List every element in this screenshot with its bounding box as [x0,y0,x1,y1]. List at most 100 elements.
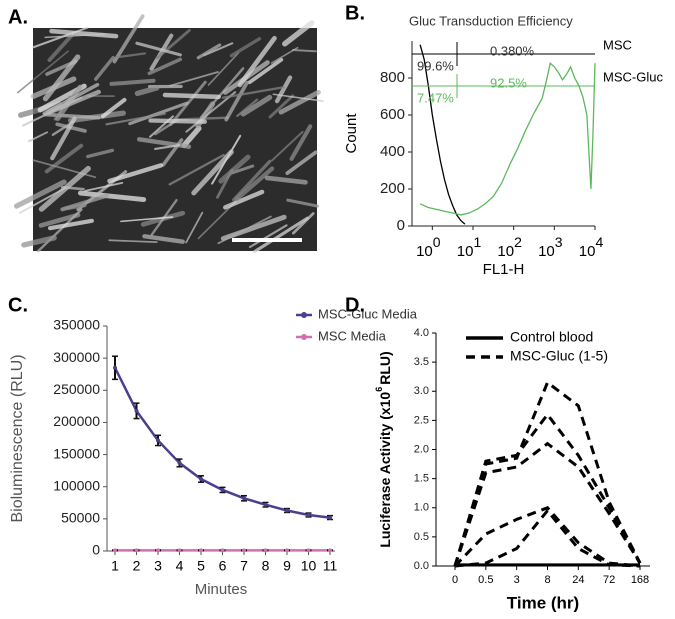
point [134,548,139,553]
x-tick-label: 6 [219,558,227,574]
point [113,548,117,553]
tick-base: 10 [579,243,596,260]
cell [221,86,285,99]
panel-label: D. [345,294,365,316]
x-tick-label: 0.5 [478,574,493,586]
cell [128,101,189,126]
cell [224,80,249,122]
y-axis-label: Bioluminescence (RLU) [9,354,26,522]
series-line [453,412,642,567]
label-sup: 6 [374,387,384,392]
cell [84,181,124,192]
cell [291,49,317,53]
point [177,548,182,553]
y-tick-label: 3.0 [414,385,429,397]
cell [236,98,259,117]
tick-base: 10 [457,243,474,260]
x-axis-label: Time (hr) [507,593,579,612]
cell [289,124,313,161]
point [199,548,203,553]
x-tick-label: 103 [538,234,563,260]
point [134,408,139,413]
cell [191,149,234,196]
cell [185,211,204,244]
y-tick-label: 150000 [53,445,100,461]
x-tick-label: 4 [176,558,184,574]
y-axis-label: Luciferase Activity (x106 RLU) [374,351,392,547]
cell [207,52,240,86]
point [306,548,311,553]
series-label: MSC-Gluc [603,69,663,84]
gate-label: 92.5% [490,75,527,90]
cell [253,216,310,254]
cell [43,112,101,120]
x-tick-label: 2 [133,558,141,574]
cell [185,91,237,133]
x-tick-label: 3 [514,574,520,586]
legend-marker [301,312,307,318]
point [285,508,289,513]
y-tick-label: 1.0 [414,502,429,514]
cell [154,144,181,150]
cell [218,154,251,184]
x-tick-label: 100 [416,234,441,260]
y-tick-label: 2.5 [414,414,429,426]
cell [286,198,320,208]
y-axis-label: Count [343,113,360,154]
cell [50,116,77,161]
cell [77,190,147,202]
cell [32,26,89,49]
cell [155,28,191,60]
cell [100,97,127,119]
x-tick-label: 3 [154,558,162,574]
label-part: Luciferase Activity (x10 [377,392,393,548]
gate-label: 7.47% [417,90,454,105]
y-tick-label: 400 [380,143,405,160]
y-tick-label: 200000 [53,413,100,429]
cell [216,168,234,199]
cell [232,159,272,202]
cell [274,75,293,104]
point [156,438,160,443]
cell [268,94,295,119]
legend-label: MSC-Gluc (1-5) [510,348,608,364]
point [177,460,182,465]
series-line [454,508,641,568]
cell [278,89,321,115]
panel-label: C. [8,294,28,316]
y-tick-label: 1.5 [414,473,429,485]
y-tick-label: 50000 [61,510,100,526]
chart-title: Gluc Transduction Efficiency [409,13,573,28]
cell [247,57,284,85]
panel-label: B. [345,2,365,24]
cell [292,212,315,235]
cell [231,164,255,175]
cell [108,239,158,243]
y-tick-label: 3.5 [414,356,429,368]
cell [112,14,145,64]
cell [142,234,185,244]
cell [264,175,308,185]
cell [234,166,275,202]
cell [271,130,304,162]
point [220,548,225,553]
cell [134,85,160,97]
cell [44,143,84,174]
cell [285,150,318,176]
cell [120,216,174,223]
y-tick-label: 250000 [53,381,100,397]
gate-label: 0.380% [490,43,535,58]
cell [282,20,315,47]
cell [47,33,74,63]
cell [248,224,288,249]
x-axis-label: FL1-H [483,261,525,278]
cell [217,215,272,245]
cell [94,55,115,81]
legend-label: MSC Media [318,328,387,343]
series-label: MSC [603,37,632,52]
scale-bar [232,238,302,242]
tick-exponent: 0 [433,234,441,250]
x-tick-label: 104 [579,234,604,260]
point [113,365,117,370]
